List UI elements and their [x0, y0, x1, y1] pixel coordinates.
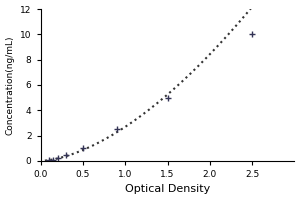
- Y-axis label: Concentration(ng/mL): Concentration(ng/mL): [6, 35, 15, 135]
- X-axis label: Optical Density: Optical Density: [125, 184, 210, 194]
